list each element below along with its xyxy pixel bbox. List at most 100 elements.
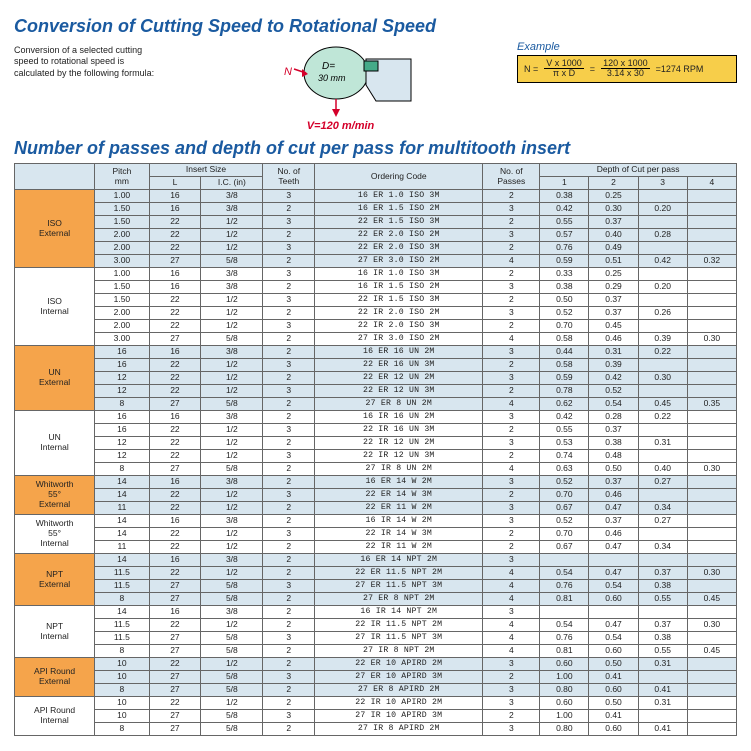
- table-cell: 0.30: [687, 463, 736, 476]
- table-cell: 22 IR 2.0 ISO 2M: [315, 307, 483, 320]
- table-cell: 22: [149, 502, 201, 515]
- table-cell: 27: [149, 684, 201, 697]
- table-cell: 11.5: [95, 619, 149, 632]
- table-cell: [687, 359, 736, 372]
- table-cell: 0.37: [638, 567, 687, 580]
- table-cell: 0.35: [687, 398, 736, 411]
- table-cell: 27: [149, 723, 201, 736]
- table-cell: 0.50: [540, 294, 589, 307]
- table-cell: 0.22: [638, 411, 687, 424]
- th-insert: Insert Size: [149, 164, 263, 177]
- table-cell: 0.52: [540, 307, 589, 320]
- table-cell: 22 ER 14 W 3M: [315, 489, 483, 502]
- table-cell: 0.81: [540, 645, 589, 658]
- table-cell: 14: [95, 554, 149, 567]
- table-cell: 22 IR 14 W 3M: [315, 528, 483, 541]
- table-cell: 22 ER 1.5 ISO 3M: [315, 216, 483, 229]
- table-cell: [687, 541, 736, 554]
- table-cell: 1/2: [201, 567, 263, 580]
- table-cell: 1/2: [201, 697, 263, 710]
- table-cell: 1/2: [201, 450, 263, 463]
- velocity-caption: V=120 m/min: [256, 120, 426, 132]
- table-cell: 2: [483, 489, 540, 502]
- table-cell: [589, 606, 638, 619]
- intro-text: Conversion of a selected cutting speed t…: [14, 41, 164, 79]
- table-cell: 22: [149, 320, 201, 333]
- table-cell: 27: [149, 255, 201, 268]
- section-label: NPT Internal: [15, 606, 95, 658]
- table-cell: 3: [483, 411, 540, 424]
- table-cell: 0.70: [540, 489, 589, 502]
- table-cell: 1/2: [201, 242, 263, 255]
- table-cell: 0.30: [687, 619, 736, 632]
- section-label: Whitworth 55° Internal: [15, 515, 95, 554]
- table-cell: 0.57: [540, 229, 589, 242]
- table-cell: 27 IR 8 APIRD 2M: [315, 723, 483, 736]
- table-cell: 22 ER 10 APIRD 2M: [315, 658, 483, 671]
- table-cell: 22: [149, 697, 201, 710]
- table-cell: 0.59: [540, 372, 589, 385]
- table-cell: 16 ER 14 W 2M: [315, 476, 483, 489]
- table-cell: 3: [483, 515, 540, 528]
- table-cell: 4: [483, 645, 540, 658]
- table-cell: 2: [483, 320, 540, 333]
- table-cell: [638, 242, 687, 255]
- table-cell: [687, 216, 736, 229]
- table-cell: 1/2: [201, 437, 263, 450]
- table-cell: 10: [95, 658, 149, 671]
- table-cell: 3: [263, 528, 315, 541]
- section-label: NPT External: [15, 554, 95, 606]
- table-cell: 2: [263, 697, 315, 710]
- table-cell: 0.67: [540, 502, 589, 515]
- table-cell: [687, 372, 736, 385]
- table-cell: 3: [483, 437, 540, 450]
- table-cell: [687, 203, 736, 216]
- table-cell: 5/8: [201, 671, 263, 684]
- table-cell: 0.20: [638, 203, 687, 216]
- table-cell: 16: [95, 411, 149, 424]
- table-cell: 4: [483, 333, 540, 346]
- table-cell: 22: [149, 541, 201, 554]
- table-cell: 27: [149, 333, 201, 346]
- intro-row: Conversion of a selected cutting speed t…: [14, 41, 737, 132]
- table-cell: 0.60: [589, 684, 638, 697]
- table-cell: 0.31: [638, 697, 687, 710]
- table-cell: 12: [95, 372, 149, 385]
- table-cell: 0.62: [540, 398, 589, 411]
- table-cell: 2: [263, 593, 315, 606]
- table-cell: 16 IR 16 UN 2M: [315, 411, 483, 424]
- section-label: UN Internal: [15, 411, 95, 476]
- table-cell: 2: [263, 398, 315, 411]
- table-cell: 2: [483, 385, 540, 398]
- table-cell: 22: [149, 294, 201, 307]
- table-cell: 16: [149, 203, 201, 216]
- table-cell: 3: [263, 450, 315, 463]
- table-cell: [687, 450, 736, 463]
- table-cell: 22: [149, 424, 201, 437]
- table-cell: [687, 697, 736, 710]
- table-cell: 0.38: [540, 281, 589, 294]
- table-cell: [638, 528, 687, 541]
- table-cell: 22 ER 12 UN 3M: [315, 385, 483, 398]
- table-cell: 0.60: [589, 645, 638, 658]
- table-cell: 27: [149, 580, 201, 593]
- table-cell: 0.76: [540, 632, 589, 645]
- table-cell: 0.33: [540, 268, 589, 281]
- table-cell: 1.50: [95, 216, 149, 229]
- table-cell: 0.50: [589, 697, 638, 710]
- table-cell: 22: [149, 372, 201, 385]
- table-cell: [687, 554, 736, 567]
- table-cell: [687, 671, 736, 684]
- table-cell: 1.00: [95, 268, 149, 281]
- table-cell: 2: [263, 619, 315, 632]
- table-cell: 0.25: [589, 268, 638, 281]
- table-cell: 0.38: [540, 190, 589, 203]
- table-cell: 0.67: [540, 541, 589, 554]
- table-cell: 2: [263, 554, 315, 567]
- table-cell: 22 ER 12 UN 2M: [315, 372, 483, 385]
- table-cell: 3.00: [95, 333, 149, 346]
- table-cell: 27 ER 8 UN 2M: [315, 398, 483, 411]
- table-cell: [540, 606, 589, 619]
- table-cell: 0.37: [589, 216, 638, 229]
- table-cell: 5/8: [201, 398, 263, 411]
